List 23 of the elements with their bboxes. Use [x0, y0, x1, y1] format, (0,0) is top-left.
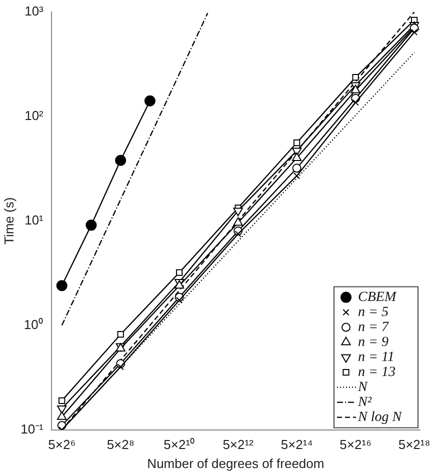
x-tick-label: 5×2¹⁰ [164, 437, 196, 452]
y-tick-label: 10³ [24, 4, 44, 19]
legend-label: N² [357, 394, 372, 410]
x-tick-label: 5×2⁶ [48, 437, 76, 452]
legend-label: n = 11 [358, 350, 394, 365]
legend-label: CBEM [358, 290, 398, 305]
legend-label: n = 7 [358, 320, 390, 335]
x-tick-label: 5×2¹⁸ [398, 437, 430, 452]
legend-label: n = 13 [358, 364, 396, 380]
y-tick-label: 10⁻¹ [20, 421, 44, 436]
x-tick-label: 5×2⁸ [106, 437, 134, 452]
legend-label: N [357, 380, 368, 395]
y-axis-title: Time (s) [1, 197, 16, 244]
y-tick-label: 10⁰ [24, 316, 44, 332]
x-tick-label: 5×2¹⁴ [280, 437, 313, 452]
y-tick-label: 10¹ [24, 212, 44, 228]
y-tick-label: 10² [24, 108, 44, 124]
legend-label: N log N [357, 410, 402, 425]
x-tick-label: 5×2¹² [222, 437, 254, 452]
x-tick-label: 5×2¹⁶ [340, 437, 372, 452]
legend-label: n = 5 [358, 304, 388, 320]
x-axis-title: Number of degrees of freedom [147, 456, 324, 471]
legend-label: n = 9 [358, 334, 388, 350]
